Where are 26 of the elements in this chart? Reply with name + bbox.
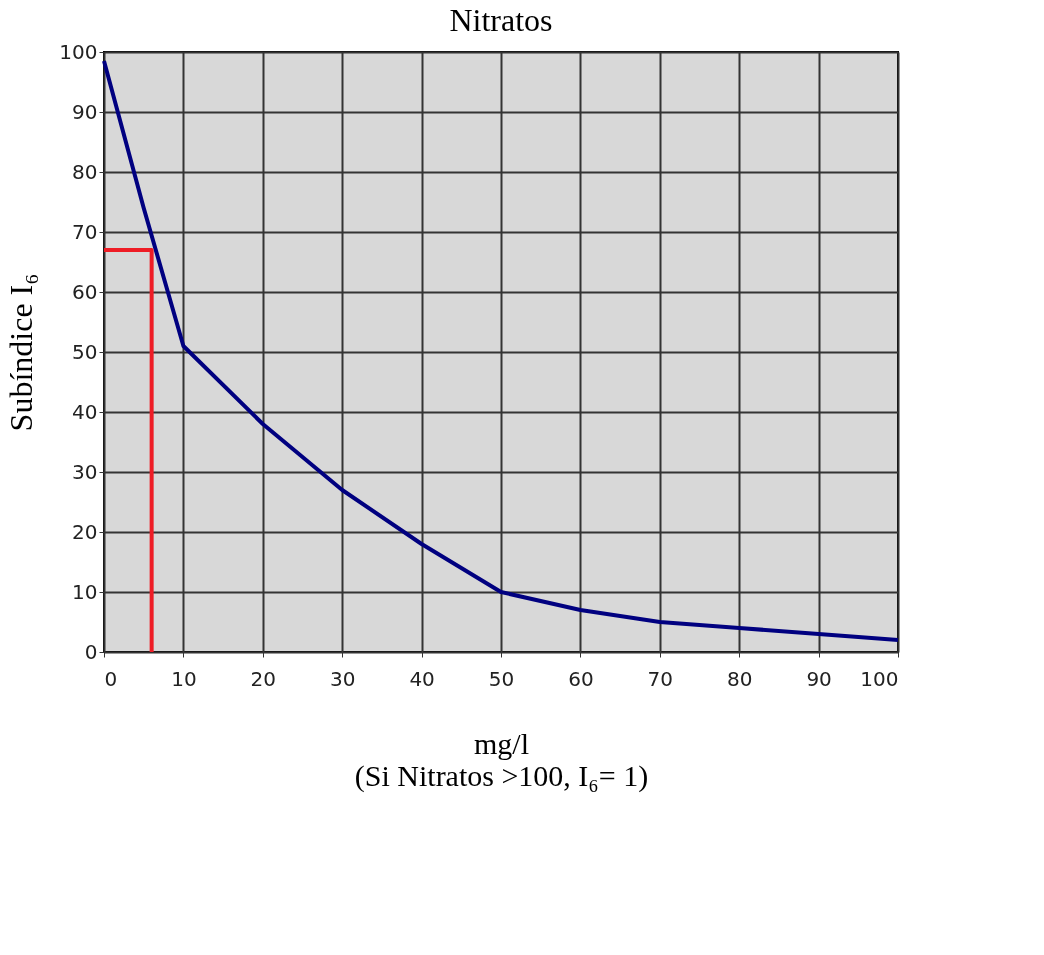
x-tick-label: 100 xyxy=(860,666,899,691)
y-tick-label: 90 xyxy=(72,99,98,124)
x-tick-label: 50 xyxy=(488,666,515,691)
y-tick-label: 40 xyxy=(72,399,98,424)
x-tick-label: 0 xyxy=(104,666,118,691)
line-series xyxy=(102,59,900,642)
y-axis-title: Subíndice I₆ xyxy=(3,273,40,432)
y-tick-label: 20 xyxy=(72,519,98,544)
x-tick-label: 20 xyxy=(250,666,277,691)
y-tick-label: 60 xyxy=(72,279,98,304)
x-tick-label: 60 xyxy=(568,666,594,691)
y-tick-label: 0 xyxy=(84,639,98,664)
x-tick-label: 70 xyxy=(647,666,674,691)
x-tick-label: 30 xyxy=(329,666,356,691)
x-tick-label: 40 xyxy=(409,666,435,691)
x-tick-label: 10 xyxy=(171,666,197,691)
x-axis-title: mg/l xyxy=(473,726,530,760)
y-tick-label: 70 xyxy=(72,219,98,244)
y-tick-label: 80 xyxy=(72,159,98,184)
x-tick-label: 90 xyxy=(806,666,832,691)
y-tick-label: 100 xyxy=(59,39,98,64)
y-tick-label: 50 xyxy=(72,339,98,364)
x-tick-label: 80 xyxy=(726,666,753,691)
y-tick-label: 10 xyxy=(72,579,98,604)
y-tick-label: 30 xyxy=(72,459,98,484)
chart-title: Nitratos xyxy=(449,2,553,38)
